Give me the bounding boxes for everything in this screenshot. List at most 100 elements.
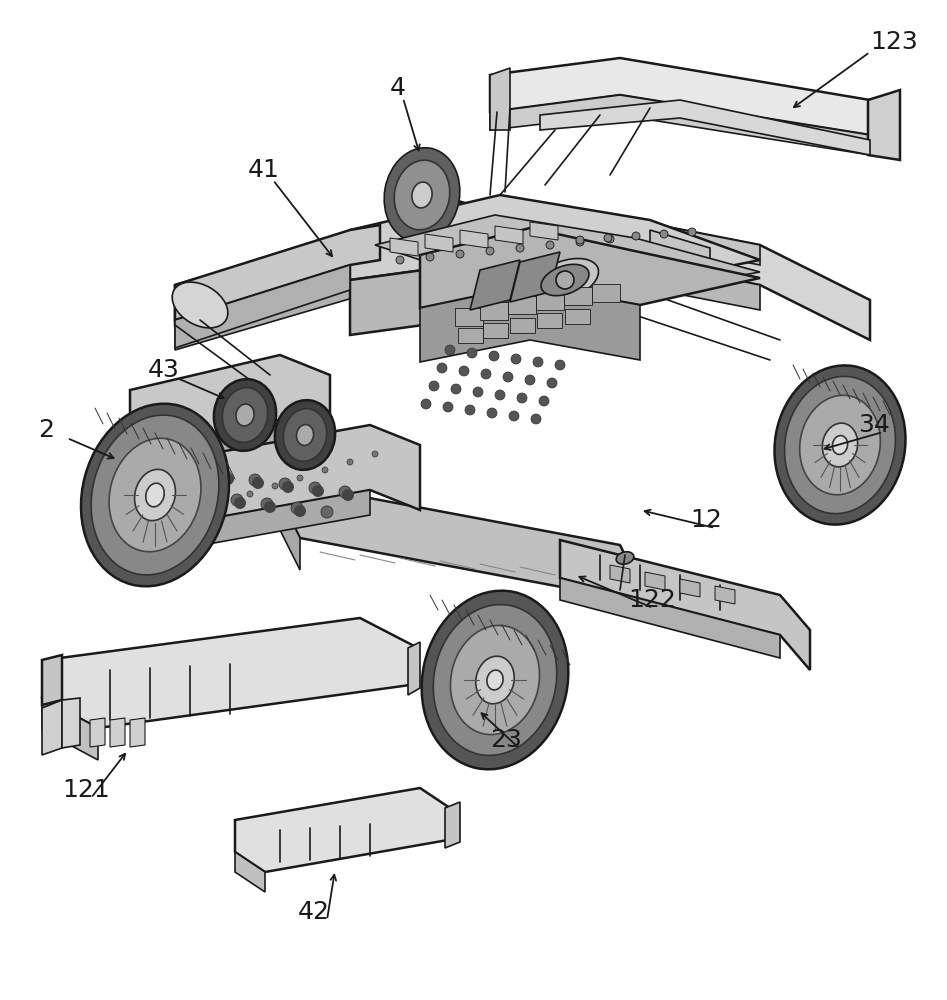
Ellipse shape	[822, 423, 858, 467]
Circle shape	[261, 498, 273, 510]
Polygon shape	[555, 205, 760, 265]
Text: 123: 123	[870, 30, 918, 54]
Circle shape	[339, 486, 351, 498]
Circle shape	[249, 474, 261, 486]
Polygon shape	[350, 265, 610, 345]
Ellipse shape	[236, 404, 254, 426]
Polygon shape	[592, 284, 620, 302]
Polygon shape	[560, 540, 810, 670]
Polygon shape	[175, 265, 380, 350]
Text: 34: 34	[858, 413, 890, 437]
Polygon shape	[175, 425, 420, 525]
Polygon shape	[408, 642, 420, 695]
Polygon shape	[480, 302, 508, 320]
Polygon shape	[868, 90, 900, 160]
Polygon shape	[425, 234, 453, 252]
Circle shape	[547, 378, 557, 388]
Circle shape	[282, 481, 294, 493]
Ellipse shape	[275, 400, 335, 470]
Polygon shape	[540, 100, 870, 155]
Circle shape	[291, 502, 303, 514]
Circle shape	[429, 381, 439, 391]
Polygon shape	[650, 230, 710, 270]
Circle shape	[312, 485, 324, 497]
Text: 122: 122	[628, 588, 676, 612]
Circle shape	[517, 393, 527, 403]
Ellipse shape	[475, 656, 514, 704]
Polygon shape	[555, 205, 870, 340]
Circle shape	[201, 490, 213, 502]
Text: 121: 121	[62, 778, 110, 802]
Ellipse shape	[434, 605, 557, 755]
Polygon shape	[375, 215, 760, 298]
Circle shape	[606, 235, 614, 243]
Circle shape	[153, 506, 165, 518]
Polygon shape	[175, 225, 480, 325]
Text: 41: 41	[248, 158, 280, 182]
Circle shape	[321, 506, 333, 518]
Circle shape	[576, 238, 584, 246]
Circle shape	[247, 491, 253, 497]
Ellipse shape	[775, 365, 905, 525]
Polygon shape	[680, 579, 700, 597]
Ellipse shape	[541, 264, 589, 296]
Circle shape	[396, 256, 404, 264]
Circle shape	[660, 230, 668, 238]
Circle shape	[197, 507, 203, 513]
Circle shape	[426, 253, 434, 261]
Polygon shape	[458, 328, 483, 343]
Circle shape	[456, 250, 464, 258]
Polygon shape	[490, 58, 870, 135]
Text: 42: 42	[298, 900, 330, 924]
Circle shape	[347, 459, 353, 465]
Polygon shape	[350, 195, 760, 290]
Circle shape	[473, 387, 483, 397]
Ellipse shape	[616, 552, 634, 564]
Polygon shape	[42, 700, 62, 755]
Polygon shape	[460, 230, 488, 248]
Ellipse shape	[214, 379, 277, 451]
Polygon shape	[445, 802, 460, 848]
Circle shape	[322, 467, 328, 473]
Polygon shape	[536, 292, 564, 310]
Circle shape	[445, 345, 455, 355]
Circle shape	[465, 405, 475, 415]
Ellipse shape	[487, 670, 503, 690]
Circle shape	[576, 236, 584, 244]
Polygon shape	[130, 455, 300, 520]
Polygon shape	[645, 572, 665, 590]
Circle shape	[546, 241, 554, 249]
Circle shape	[533, 357, 543, 367]
Ellipse shape	[799, 395, 881, 495]
Text: 23: 23	[490, 728, 522, 752]
Polygon shape	[483, 323, 508, 338]
Polygon shape	[420, 228, 760, 308]
Circle shape	[531, 414, 541, 424]
Circle shape	[511, 354, 521, 364]
Polygon shape	[420, 285, 640, 362]
Circle shape	[264, 501, 276, 513]
Circle shape	[459, 366, 469, 376]
Polygon shape	[380, 200, 455, 248]
Circle shape	[487, 408, 497, 418]
Circle shape	[451, 384, 461, 394]
Circle shape	[437, 363, 447, 373]
Ellipse shape	[384, 148, 460, 242]
Polygon shape	[508, 296, 536, 314]
Circle shape	[489, 351, 499, 361]
Circle shape	[219, 470, 231, 482]
Circle shape	[231, 494, 243, 506]
Circle shape	[486, 247, 494, 255]
Circle shape	[443, 402, 453, 412]
Text: 2: 2	[38, 418, 54, 442]
Circle shape	[294, 505, 306, 517]
Circle shape	[632, 232, 640, 240]
Circle shape	[503, 372, 513, 382]
Polygon shape	[42, 618, 418, 728]
Polygon shape	[62, 698, 80, 748]
Polygon shape	[280, 498, 300, 570]
Circle shape	[279, 478, 291, 490]
Ellipse shape	[146, 483, 164, 507]
Ellipse shape	[109, 438, 201, 552]
Ellipse shape	[296, 425, 313, 445]
